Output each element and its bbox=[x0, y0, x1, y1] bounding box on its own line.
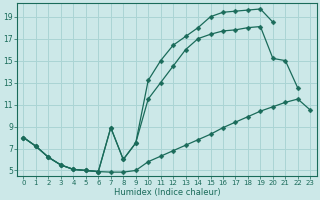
X-axis label: Humidex (Indice chaleur): Humidex (Indice chaleur) bbox=[114, 188, 220, 197]
